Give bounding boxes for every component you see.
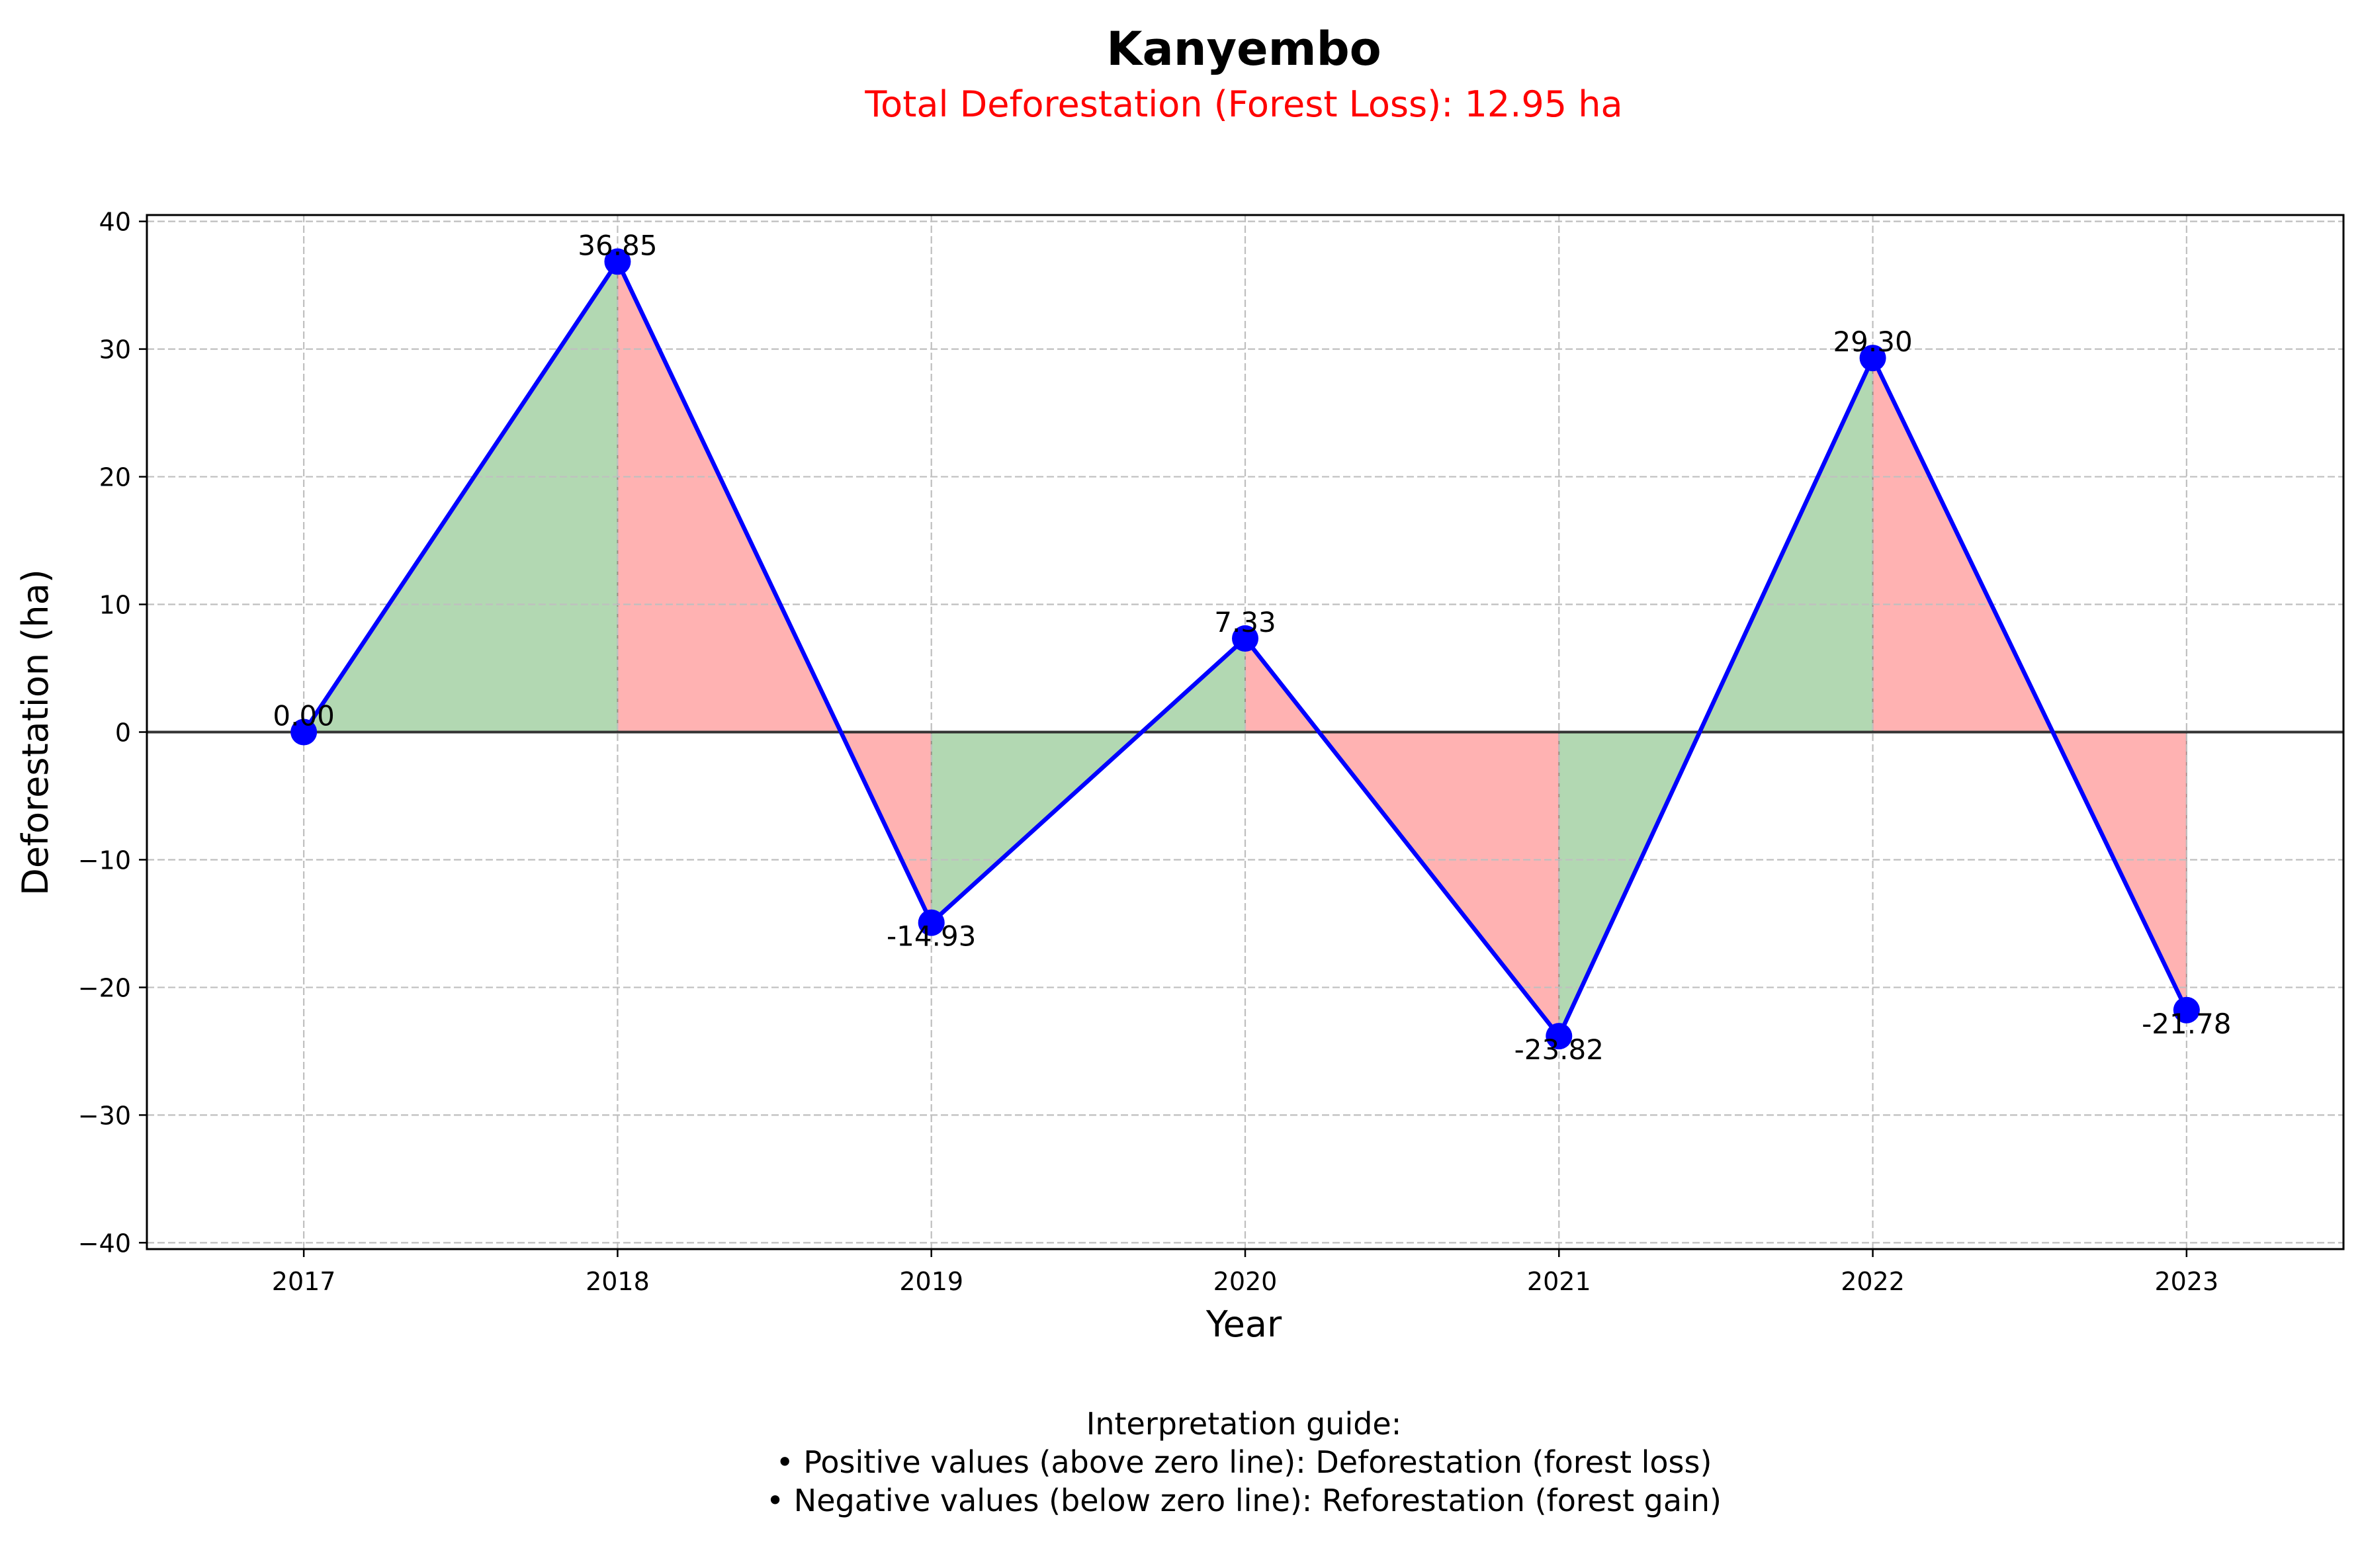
y-tick-label--40: −40 (78, 1229, 131, 1258)
x-tick-label-2017: 2017 (272, 1267, 336, 1296)
chart-title: Kanyembo (1106, 22, 1381, 76)
y-tick-label-30: 30 (99, 335, 131, 365)
data-point-2023 (2173, 996, 2200, 1024)
x-tick-label-2021: 2021 (1527, 1267, 1591, 1296)
x-tick-label-2019: 2019 (899, 1267, 963, 1296)
data-point-2021 (1546, 1023, 1573, 1050)
data-point-2022 (1859, 345, 1886, 372)
data-point-2020 (1232, 625, 1258, 652)
data-label-2017: 0.00 (273, 700, 335, 732)
data-point-2017 (290, 719, 318, 746)
axes-frame (139, 214, 2345, 1257)
data-label-2018: 36.85 (578, 229, 657, 261)
y-tick-label-20: 20 (99, 463, 131, 492)
data-point-2019 (918, 909, 945, 936)
x-tick-label-2020: 2020 (1213, 1267, 1278, 1296)
y-tick-label--20: −20 (78, 973, 131, 1002)
y-tick-label-10: 10 (99, 591, 131, 620)
y-tick-label--30: −30 (78, 1101, 131, 1130)
data-point-2018 (604, 248, 631, 275)
x-tick-label-2022: 2022 (1841, 1267, 1905, 1296)
data-label-2019: -14.93 (887, 920, 976, 953)
y-tick-label--10: −10 (78, 846, 131, 875)
guide-line-positive: • Positive values (above zero line): Def… (776, 1444, 1712, 1480)
chart-subtitle: Total Deforestation (Forest Loss): 12.95… (864, 83, 1622, 125)
data-labels: 0.00 36.85 -14.93 7.33 -23.82 29.30 -21.78 (273, 229, 2231, 1066)
data-label-2023: -21.78 (2142, 1008, 2231, 1040)
guide-heading: Interpretation guide: (1086, 1406, 1401, 1442)
tick-labels: 2017 2018 2019 2020 2021 2022 2023 −40 −30 −20 −10… (78, 208, 2218, 1296)
data-label-2020: 7.33 (1214, 606, 1276, 638)
y-tick-label-0: 0 (115, 719, 131, 748)
x-tick-label-2023: 2023 (2154, 1267, 2218, 1296)
data-label-2021: -23.82 (1514, 1033, 1604, 1066)
x-axis-label: Year (1205, 1303, 1282, 1345)
y-tick-label-40: 40 (99, 208, 131, 237)
data-label-2022: 29.30 (1833, 326, 1912, 358)
x-tick-label-2018: 2018 (586, 1267, 650, 1296)
guide-line-negative: • Negative values (below zero line): Ref… (766, 1483, 1722, 1518)
y-axis-label: Deforestation (ha) (15, 569, 56, 896)
series-markers (290, 248, 2200, 1050)
